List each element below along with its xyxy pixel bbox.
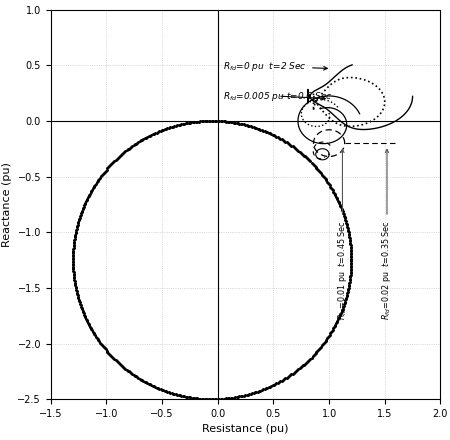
Y-axis label: Reactance (pu): Reactance (pu) (2, 162, 12, 247)
Text: $R_{fd}$=0 pu  $t$=2 Sec: $R_{fd}$=0 pu $t$=2 Sec (223, 59, 327, 73)
Text: $R_{fd}$=0.01 pu  $t$=0.45 Sec: $R_{fd}$=0.01 pu $t$=0.45 Sec (336, 149, 349, 320)
Text: $R_{fd}$=0.02 pu  $t$=0.35 Sec: $R_{fd}$=0.02 pu $t$=0.35 Sec (381, 149, 393, 320)
Text: $R_{fd}$=0.005 pu $t$=0.6 Sec: $R_{fd}$=0.005 pu $t$=0.6 Sec (223, 90, 333, 103)
X-axis label: Resistance (pu): Resistance (pu) (202, 425, 289, 434)
